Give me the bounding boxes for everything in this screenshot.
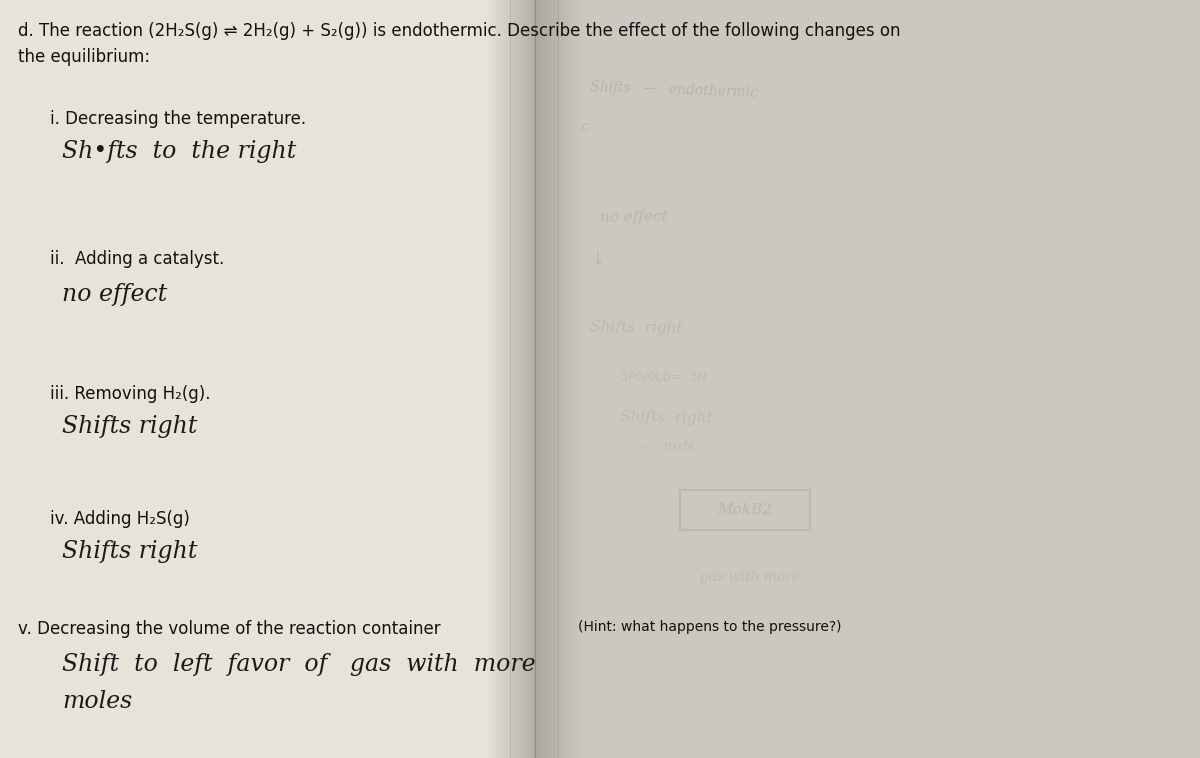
Bar: [530, 0, 532, 758]
Text: Shifts right: Shifts right: [62, 540, 197, 563]
Text: moles: moles: [62, 690, 132, 713]
Bar: [545, 0, 547, 758]
Bar: [547, 0, 550, 758]
Text: i. Decreasing the temperature.: i. Decreasing the temperature.: [50, 110, 306, 128]
Bar: [496, 0, 497, 758]
Bar: [524, 0, 526, 758]
Bar: [566, 0, 568, 758]
Text: ii.  Adding a catalyst.: ii. Adding a catalyst.: [50, 250, 224, 268]
Bar: [497, 0, 499, 758]
Bar: [578, 0, 580, 758]
Bar: [564, 0, 566, 758]
Text: —  3nxN: — 3nxN: [640, 440, 694, 453]
Bar: [514, 0, 516, 758]
Bar: [560, 0, 562, 758]
Bar: [520, 0, 522, 758]
Bar: [510, 0, 512, 758]
Text: iii. Removing H₂(g).: iii. Removing H₂(g).: [50, 385, 210, 403]
Bar: [490, 0, 491, 758]
Bar: [580, 0, 582, 758]
Bar: [568, 0, 570, 758]
Text: gas with more: gas with more: [700, 570, 800, 584]
Text: MokB2: MokB2: [718, 503, 773, 517]
Bar: [486, 0, 488, 758]
Text: (Hint: what happens to the pressure?): (Hint: what happens to the pressure?): [578, 620, 841, 634]
Bar: [493, 0, 496, 758]
Text: d. The reaction (2H₂S(g) ⇌ 2H₂(g) + S₂(g)) is endothermic. Describe the effect o: d. The reaction (2H₂S(g) ⇌ 2H₂(g) + S₂(g…: [18, 22, 900, 40]
Bar: [512, 0, 514, 758]
Text: Shifts  right: Shifts right: [590, 320, 683, 336]
Bar: [572, 0, 574, 758]
Bar: [532, 0, 534, 758]
Text: v. Decreasing the volume of the reaction container: v. Decreasing the volume of the reaction…: [18, 620, 446, 638]
Bar: [502, 0, 503, 758]
Bar: [553, 0, 554, 758]
Text: the equilibrium:: the equilibrium:: [18, 48, 150, 66]
Bar: [516, 0, 518, 758]
Text: no effect: no effect: [600, 210, 668, 225]
Bar: [574, 0, 576, 758]
Text: no effect: no effect: [62, 283, 167, 306]
Text: Sh•fts  to  the right: Sh•fts to the right: [62, 140, 296, 163]
Bar: [508, 0, 509, 758]
Bar: [534, 0, 1200, 758]
Bar: [542, 0, 545, 758]
Text: Shifts  right: Shifts right: [620, 410, 713, 425]
Bar: [518, 0, 520, 758]
Bar: [557, 0, 559, 758]
Bar: [526, 0, 528, 758]
Text: Shift  to  left  favor  of   gas  with  more: Shift to left favor of gas with more: [62, 653, 535, 676]
Bar: [534, 0, 536, 758]
Text: iv. Adding H₂S(g): iv. Adding H₂S(g): [50, 510, 190, 528]
Text: ↓: ↓: [590, 250, 606, 269]
Bar: [505, 0, 508, 758]
Bar: [550, 0, 551, 758]
Bar: [541, 0, 542, 758]
Bar: [551, 0, 553, 758]
Text: c: c: [580, 120, 588, 134]
Bar: [503, 0, 505, 758]
Bar: [680, 490, 810, 530]
Bar: [539, 0, 541, 758]
Bar: [509, 0, 511, 758]
Bar: [538, 0, 539, 758]
Bar: [554, 0, 557, 758]
Bar: [499, 0, 502, 758]
Bar: [535, 0, 538, 758]
Bar: [558, 0, 560, 758]
Bar: [562, 0, 564, 758]
Text: Shifts   →   endothermic: Shifts → endothermic: [590, 80, 758, 100]
Bar: [491, 0, 493, 758]
Bar: [576, 0, 578, 758]
Bar: [570, 0, 572, 758]
Bar: [0, 0, 534, 758]
Bar: [487, 0, 490, 758]
Bar: [522, 0, 524, 758]
Bar: [528, 0, 530, 758]
Text: 3P0/0L0=  3N: 3P0/0L0= 3N: [620, 370, 707, 383]
Text: Shifts right: Shifts right: [62, 415, 197, 438]
